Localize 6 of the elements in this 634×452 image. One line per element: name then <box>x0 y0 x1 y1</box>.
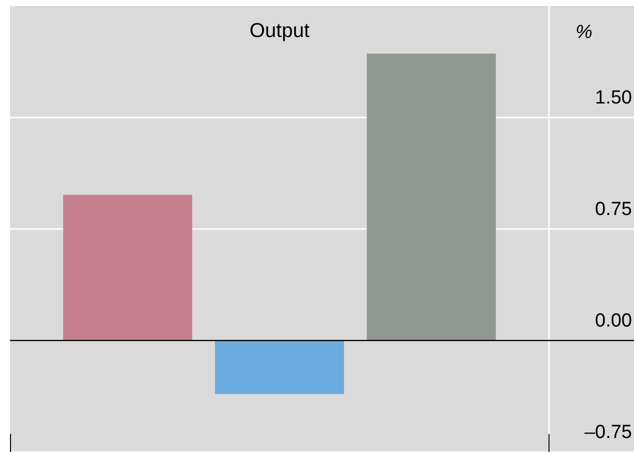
y-tick-label: 0.00 <box>595 310 632 332</box>
y-tick-label: 0.75 <box>595 199 632 220</box>
y-axis-title: % <box>576 22 593 43</box>
text: Output <box>249 20 310 42</box>
y-tick-label: 1.50 <box>595 88 632 108</box>
y-tick-label: –0.75 <box>584 422 632 443</box>
